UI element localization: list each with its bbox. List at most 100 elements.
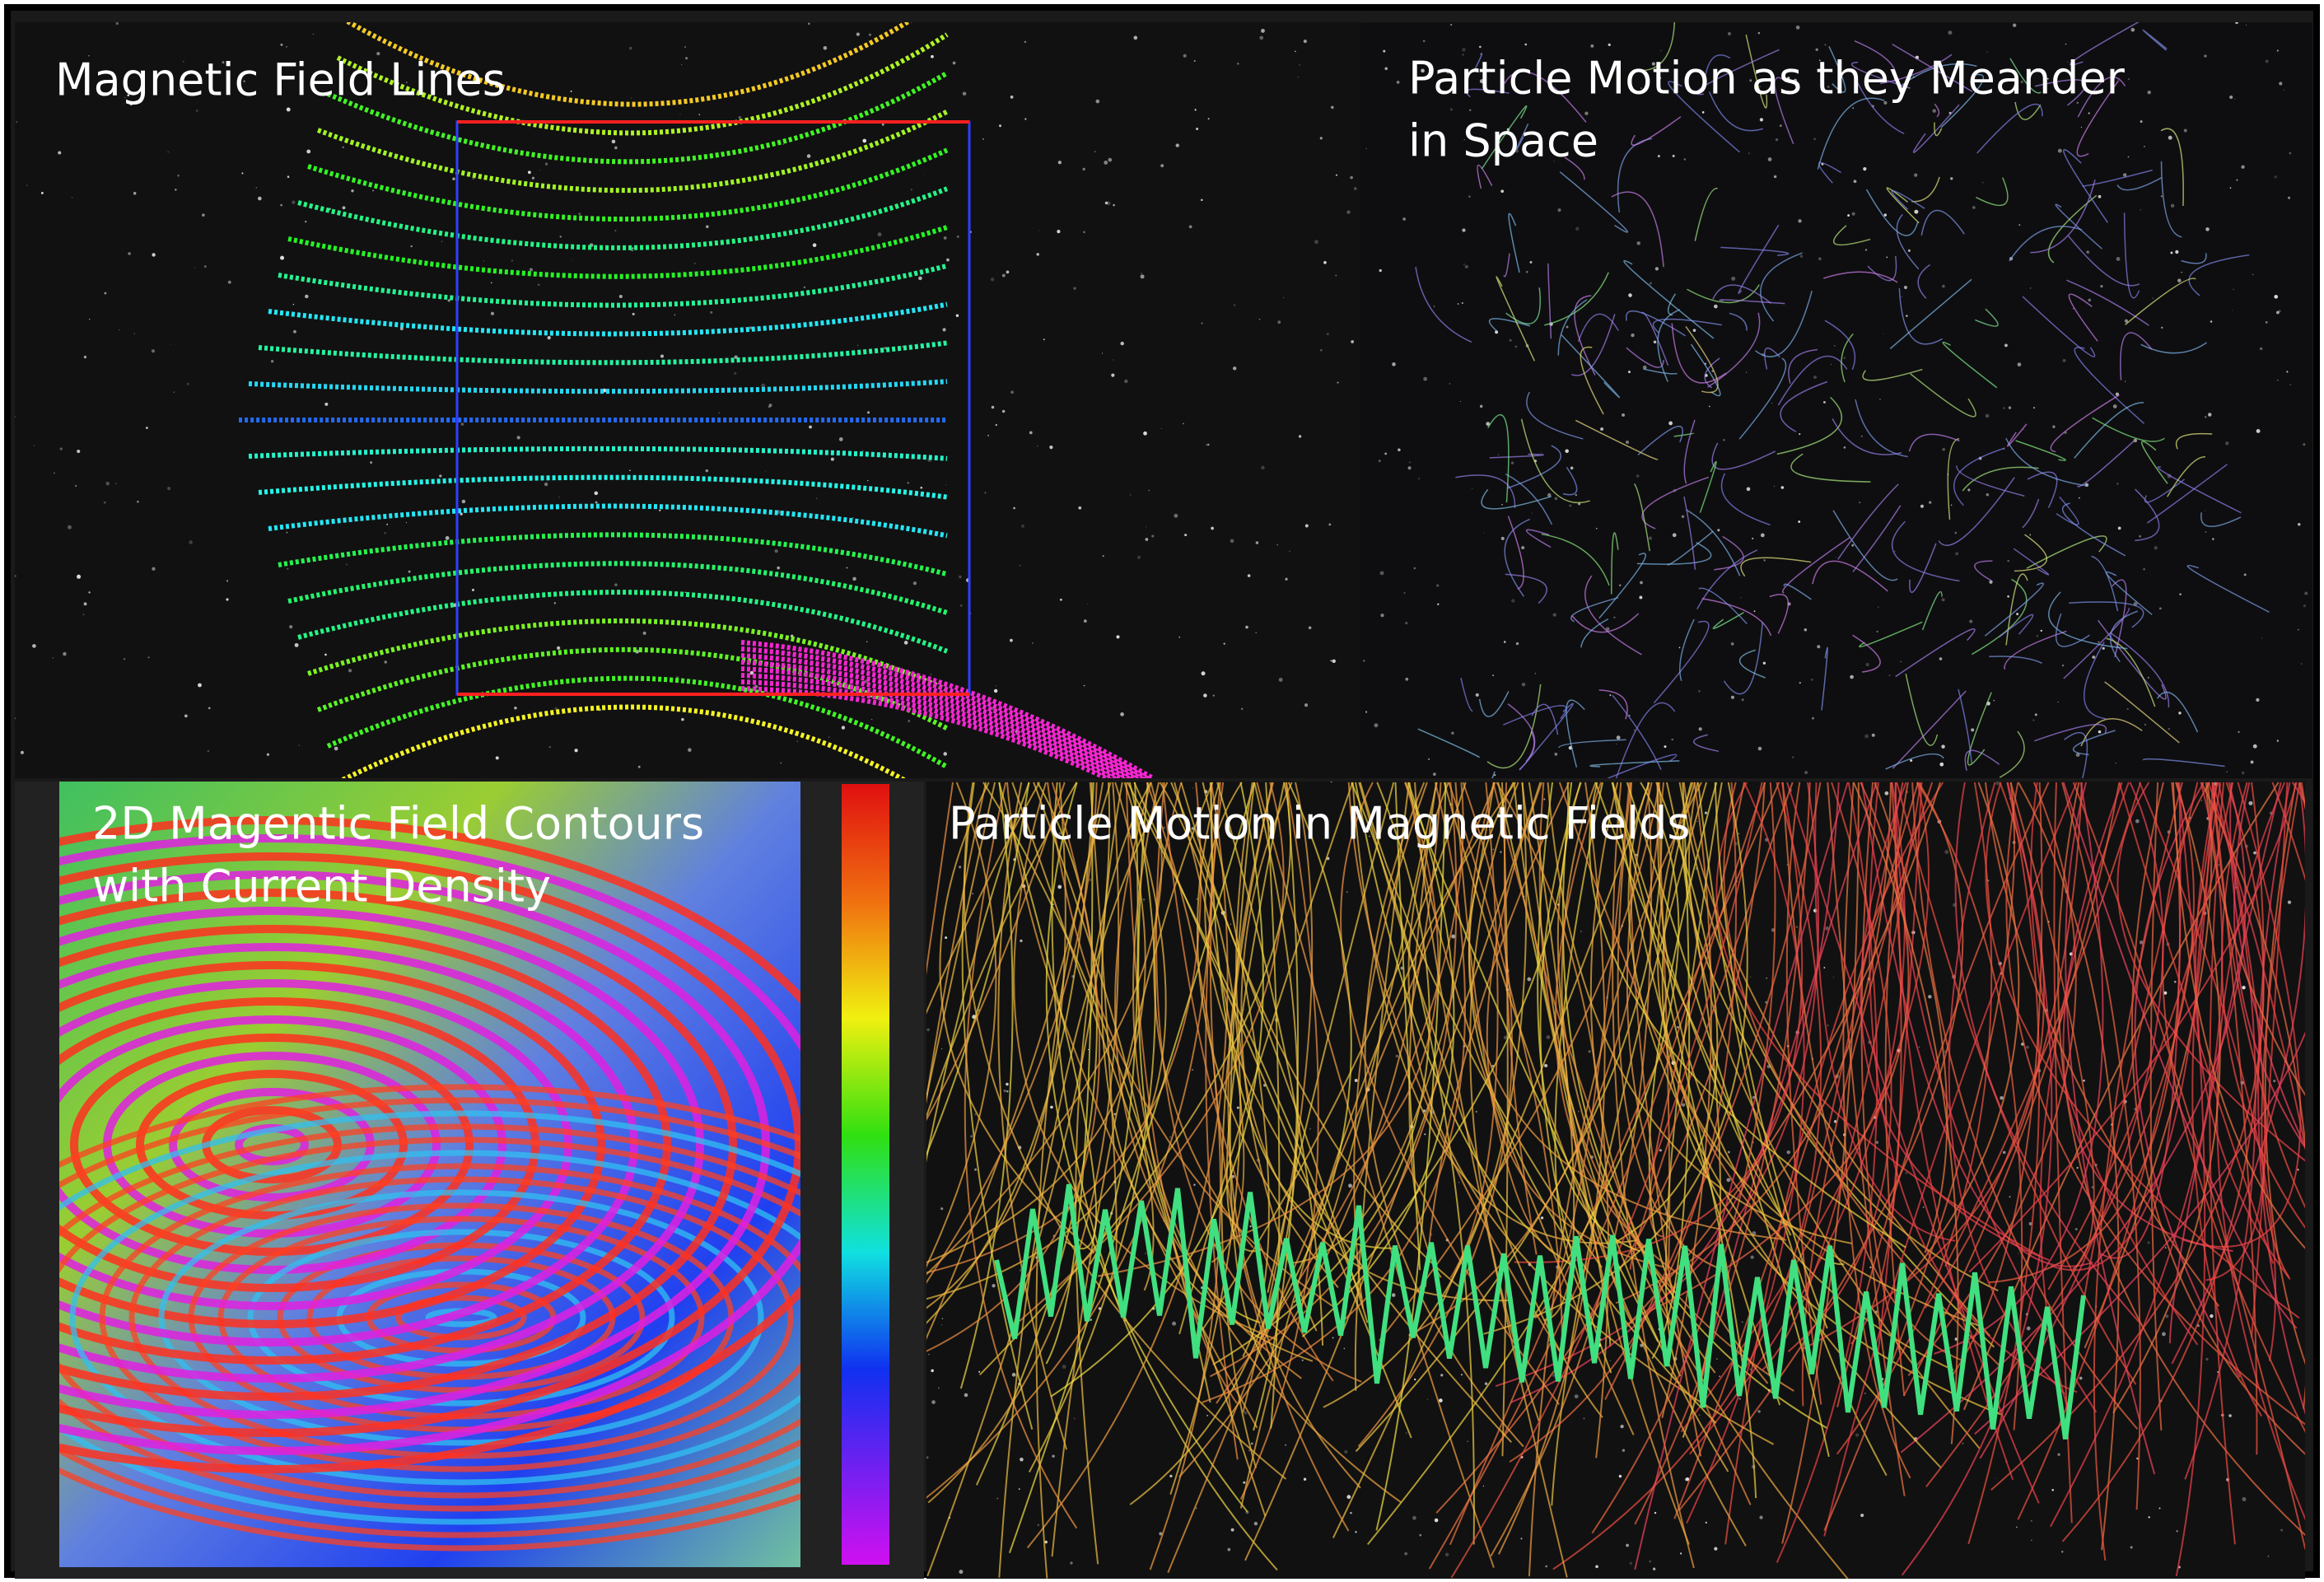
trajectory	[2005, 573, 2028, 646]
star	[1350, 175, 1353, 180]
star	[1795, 26, 1800, 30]
star	[1689, 1169, 1691, 1171]
star	[1108, 157, 1113, 162]
trajectory	[1812, 560, 1888, 592]
star	[1298, 435, 1302, 438]
star	[1020, 939, 1023, 943]
star	[1631, 333, 1635, 338]
star	[1851, 544, 1855, 547]
star	[445, 535, 450, 540]
trajectory	[1626, 347, 1664, 368]
star	[1910, 758, 1913, 763]
star	[1928, 995, 1932, 999]
star	[1449, 383, 1451, 385]
star	[2098, 641, 2100, 643]
trajectory	[1477, 164, 1493, 189]
star	[2252, 273, 2254, 276]
star	[1206, 1414, 1209, 1416]
star	[2032, 407, 2036, 409]
contour	[59, 1097, 800, 1538]
star	[1421, 68, 1425, 73]
star	[1479, 404, 1483, 408]
star	[1309, 1127, 1312, 1130]
star	[1810, 678, 1813, 681]
star	[1753, 610, 1756, 613]
star	[511, 259, 514, 262]
star	[684, 591, 686, 594]
star	[1029, 431, 1033, 435]
star	[305, 220, 307, 223]
trajectory	[2160, 128, 2184, 207]
trajectory	[1954, 782, 2140, 1323]
star	[2074, 1228, 2078, 1230]
trajectory	[1159, 782, 1242, 1495]
star	[637, 765, 641, 768]
star	[595, 501, 598, 504]
trajectory	[1861, 782, 2093, 1267]
star	[195, 110, 198, 112]
trajectory	[1940, 73, 1985, 128]
trajectory	[1504, 71, 1587, 123]
trajectory	[1089, 782, 1139, 1265]
star	[718, 412, 721, 414]
star	[1588, 1050, 1591, 1053]
star	[1595, 1565, 1598, 1569]
star	[1194, 109, 1197, 111]
star	[1620, 1424, 1624, 1429]
star	[54, 472, 55, 474]
trajectory	[1714, 535, 1744, 571]
star	[1083, 231, 1085, 234]
star	[1636, 474, 1640, 478]
star	[1774, 175, 1776, 178]
star	[1726, 1178, 1731, 1183]
star	[1574, 1394, 1579, 1399]
star	[1510, 461, 1514, 464]
star	[345, 563, 348, 566]
star	[1883, 100, 1888, 105]
trajectory	[1786, 782, 2040, 1504]
trajectory	[2175, 782, 2206, 1577]
star	[1423, 376, 1428, 381]
star	[632, 312, 635, 315]
star	[1907, 249, 1911, 252]
star	[1240, 707, 1244, 711]
panel-title: Magnetic Field Lines	[55, 54, 506, 106]
trajectory	[1209, 782, 1350, 1532]
star	[452, 177, 455, 180]
star	[1864, 734, 1869, 739]
star	[1672, 533, 1677, 538]
star	[348, 669, 352, 673]
trajectory	[926, 782, 996, 1101]
star	[1463, 138, 1466, 141]
trajectory	[1417, 728, 1481, 758]
trajectory	[1682, 782, 1991, 1337]
star	[2162, 1332, 2166, 1337]
trajectory	[1701, 598, 1772, 637]
trajectory	[1712, 284, 1772, 304]
star	[1308, 626, 1312, 630]
star	[868, 33, 872, 36]
trajectory	[2209, 782, 2236, 1545]
star	[2126, 707, 2129, 710]
star	[1600, 427, 1604, 431]
star	[1244, 1411, 1248, 1415]
star	[2127, 156, 2130, 158]
star	[970, 1135, 973, 1138]
star	[2195, 860, 2196, 861]
star	[2217, 864, 2220, 866]
trajectory	[1667, 293, 1677, 316]
trajectory	[1178, 782, 1354, 1335]
star	[1749, 976, 1752, 978]
trajectory	[1656, 782, 1671, 1269]
trajectory	[2149, 782, 2163, 1430]
trajectory	[1661, 782, 1712, 1418]
star	[992, 1284, 996, 1288]
star	[1432, 772, 1436, 777]
star	[548, 745, 551, 749]
star	[1332, 659, 1336, 664]
star	[2057, 1453, 2060, 1456]
trajectory	[1968, 782, 2298, 1273]
star	[856, 344, 859, 347]
trajectory	[1267, 782, 1395, 1293]
star	[1479, 79, 1484, 84]
